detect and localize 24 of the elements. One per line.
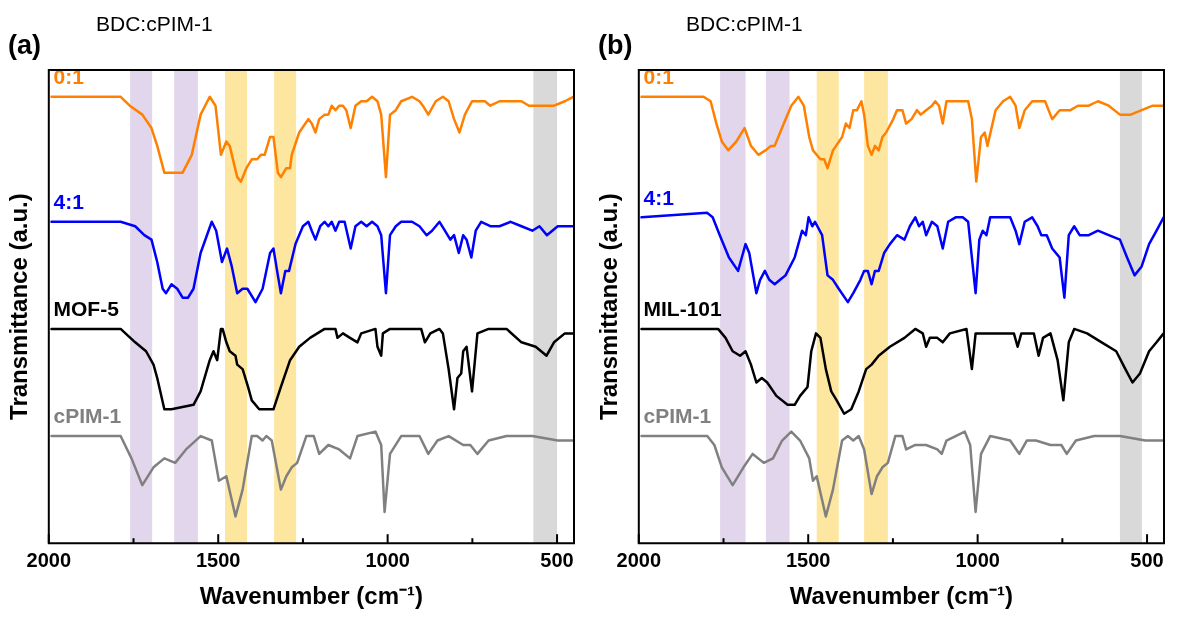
y-axis-title: Transmittance (a.u.) [595,193,623,420]
x-tick-label: 1000 [955,548,1000,571]
x-tick-label: 2000 [616,548,662,571]
x-tick-label: 1500 [785,548,831,571]
series-label: MOF-5 [53,297,120,321]
x-tick-label: 500 [540,548,574,571]
series-label: 4:1 [53,190,85,214]
x-tick-label: 500 [1130,548,1164,571]
chart-title: (b) [598,30,633,61]
x-axis-title: Wavenumber (cm⁻¹) [789,582,1013,610]
series-label: 0:1 [53,65,85,89]
series-label: 0:1 [643,65,675,89]
series-label: cPIM-1 [643,404,712,428]
x-axis-title: Wavenumber (cm⁻¹) [199,582,423,610]
x-tick-label: 1500 [195,548,241,571]
x-tick-label: 2000 [26,548,72,571]
chart-title: (a) [8,30,41,61]
series-label: MIL-101 [643,297,723,321]
x-tick-label: 1000 [365,548,410,571]
chart-subtitle: BDC:cPIM-1 [96,12,213,36]
series-label: 4:1 [643,185,675,209]
series-label: cPIM-1 [53,404,122,428]
y-axis-title: Transmittance (a.u.) [5,193,33,420]
chart-subtitle: BDC:cPIM-1 [686,12,803,36]
